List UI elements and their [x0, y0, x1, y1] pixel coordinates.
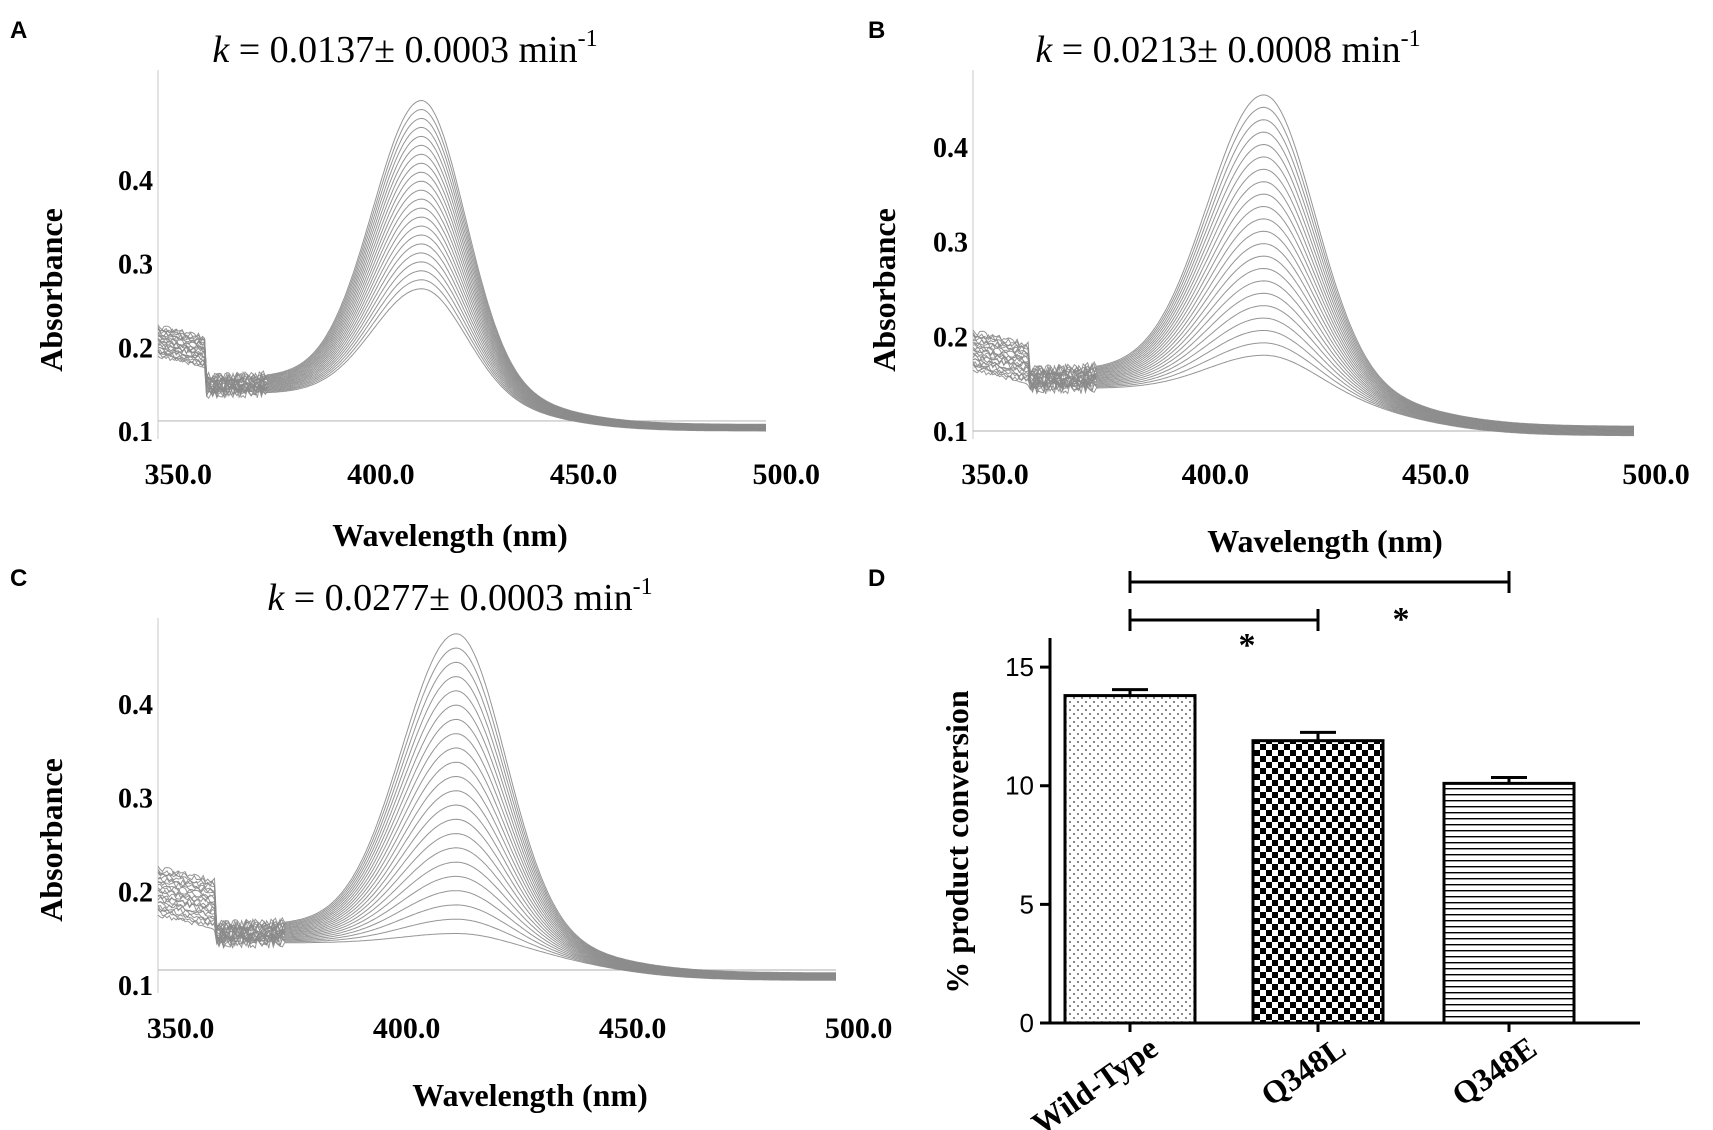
title-k: k: [267, 577, 285, 619]
spectrum-trace: [972, 255, 1634, 433]
x-axis-label: Wavelength (nm): [412, 1077, 648, 1113]
y-tick-label: 0: [1020, 1008, 1034, 1038]
significance-star: *: [1239, 627, 1256, 664]
y-tick-label: 0.2: [118, 333, 153, 364]
spectrum-trace: [157, 909, 836, 981]
category-label: Wild-Type: [1025, 1029, 1164, 1130]
x-axis-label: Wavelength (nm): [332, 517, 568, 553]
spectrum-trace: [157, 108, 766, 426]
y-tick-label: 0.4: [933, 133, 968, 164]
spectrum-trace: [157, 288, 766, 432]
spectrum-trace: [157, 243, 766, 430]
panel-letter: C: [10, 565, 27, 592]
y-tick-label: 10: [1005, 771, 1034, 801]
chart-title: k = 0.0277± 0.0003 min-1: [267, 574, 652, 619]
x-axis-label: Wavelength (nm): [1207, 523, 1443, 559]
category-label: Q348E: [1445, 1029, 1543, 1113]
x-tick-label: 350.0: [145, 458, 213, 491]
x-tick-label: 350.0: [147, 1012, 215, 1045]
bar: [1442, 781, 1576, 1025]
y-tick-label: 0.1: [118, 417, 153, 448]
y-tick-label: 5: [1020, 889, 1034, 919]
panel-letter: B: [868, 17, 885, 44]
y-tick-label: 0.3: [933, 228, 968, 259]
y-axis-label: Absorbance: [866, 208, 902, 372]
spectrum-trace: [972, 168, 1634, 430]
y-tick-label: 0.1: [118, 971, 153, 1002]
y-tick-label: 0.2: [933, 322, 968, 353]
x-tick-label: 450.0: [550, 458, 618, 491]
title-rate: = 0.0277± 0.0003 min: [284, 577, 632, 619]
significance-star: *: [1393, 601, 1410, 638]
spectrum-trace: [157, 861, 836, 979]
spectrum-trace: [972, 94, 1634, 427]
spectrum-trace: [972, 292, 1634, 434]
title-superscript: -1: [1401, 26, 1421, 52]
y-tick-label: 0.3: [118, 784, 153, 815]
y-tick-label: 0.4: [118, 690, 153, 721]
title-superscript: -1: [633, 574, 653, 600]
x-tick-label: 400.0: [1182, 458, 1250, 491]
spectrum-trace: [157, 790, 836, 978]
panel-letter: A: [10, 17, 27, 44]
y-tick-label: 0.1: [933, 417, 968, 448]
bar: [1251, 739, 1385, 1025]
spectrum-trace: [972, 205, 1634, 431]
spectrum-trace: [157, 279, 766, 432]
spectrum-trace: [972, 243, 1635, 433]
y-tick-label: 0.4: [118, 166, 153, 197]
x-tick-label: 500.0: [825, 1012, 893, 1045]
y-axis-label: Absorbance: [33, 208, 69, 372]
bar: [1063, 694, 1197, 1025]
title-superscript: -1: [578, 26, 598, 52]
x-tick-label: 500.0: [1622, 458, 1690, 491]
x-tick-label: 400.0: [347, 458, 415, 491]
y-tick-label: 0.2: [118, 877, 153, 908]
spectrum-trace: [157, 633, 836, 974]
x-tick-label: 450.0: [599, 1012, 667, 1045]
x-tick-label: 400.0: [373, 1012, 441, 1045]
spectrum-trace: [157, 804, 836, 978]
panel-letter: D: [868, 565, 885, 592]
spectrum-trace: [972, 342, 1634, 436]
title-rate: = 0.0213± 0.0008 min: [1052, 29, 1400, 71]
y-axis-label: % product conversion: [939, 690, 975, 994]
chart-title: k = 0.0137± 0.0003 min-1: [212, 26, 597, 71]
bar-panel-d: D 0 5 10 15 % product conversion Wild-Type Q348…: [868, 565, 1640, 1130]
spectrum-trace: [157, 761, 836, 977]
spectrum-trace: [972, 305, 1634, 435]
x-tick-label: 350.0: [961, 458, 1029, 491]
y-tick-label: 15: [1005, 652, 1034, 682]
spectrum-trace: [157, 833, 836, 979]
title-k: k: [1035, 29, 1053, 71]
spectrum-trace: [157, 252, 766, 431]
title-rate: = 0.0137± 0.0003 min: [229, 29, 577, 71]
x-tick-label: 500.0: [753, 458, 821, 491]
category-label: Q348L: [1254, 1029, 1352, 1113]
x-tick-label: 450.0: [1402, 458, 1470, 491]
title-k: k: [212, 29, 230, 71]
y-tick-label: 0.3: [118, 250, 153, 281]
chart-title: k = 0.0213± 0.0008 min-1: [1035, 26, 1420, 71]
spectrum-trace: [157, 99, 766, 425]
y-axis-label: Absorbance: [33, 758, 69, 922]
spectrum-trace: [972, 218, 1634, 432]
